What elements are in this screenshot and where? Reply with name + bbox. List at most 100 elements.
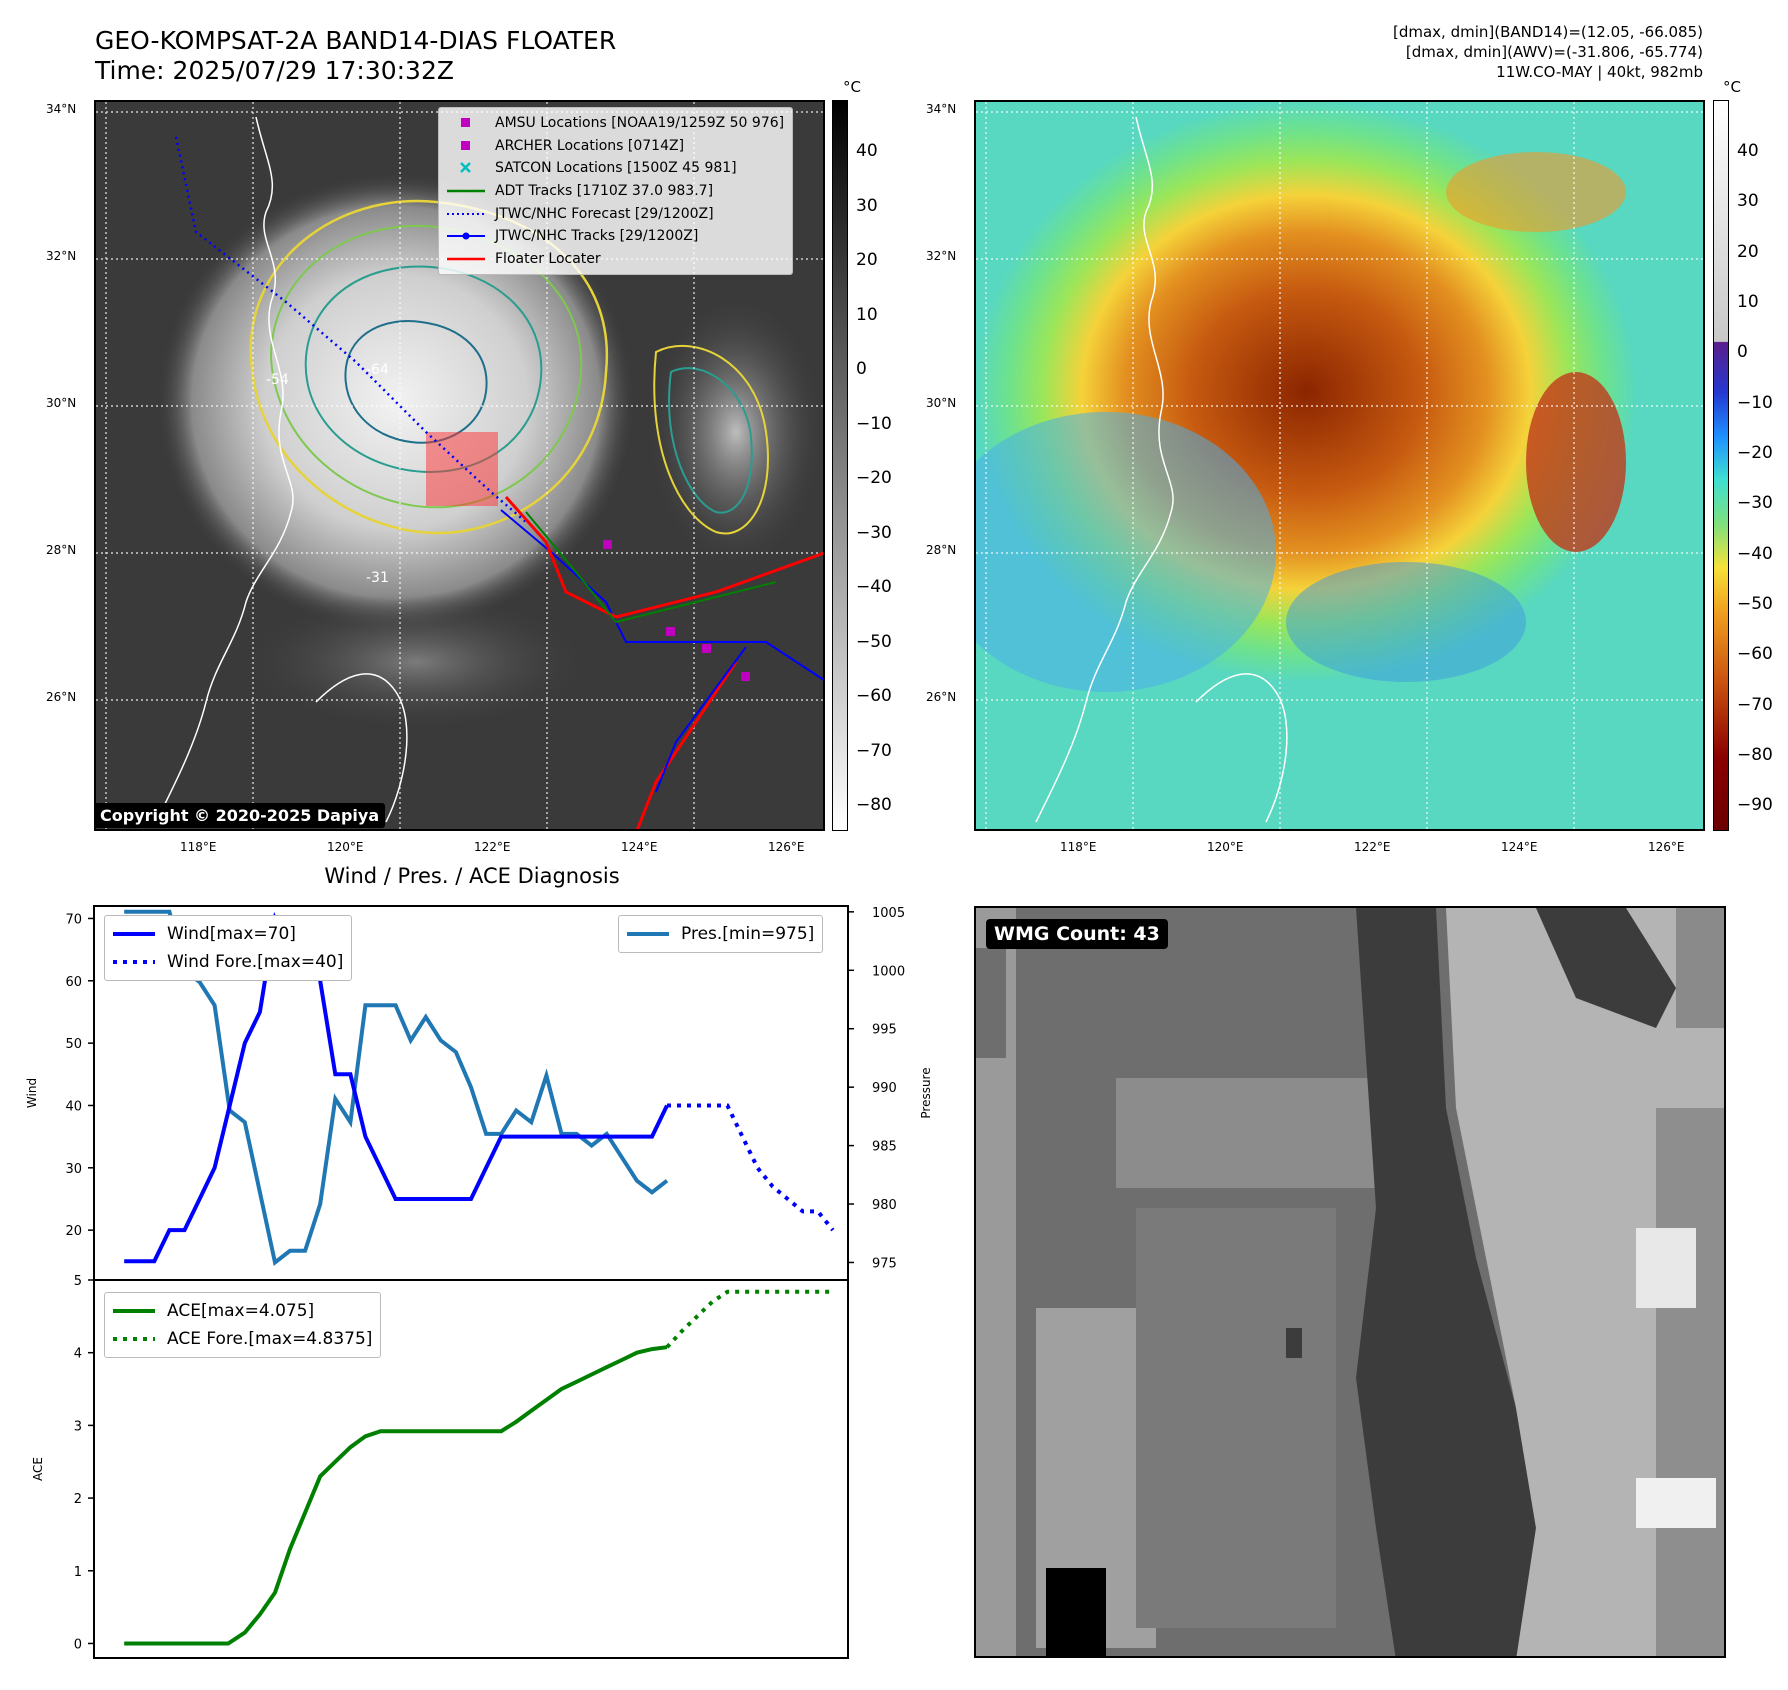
title-line-2: Time: 2025/07/29 17:30:32Z [95, 56, 454, 85]
colorbar-tick-label: 10 [856, 304, 878, 325]
lat-label: 28°N [46, 543, 77, 557]
contour-yellow [249, 199, 609, 535]
stats-line-2: [dmax, dmin](AWV)=(-31.806, -65.774) [1405, 43, 1703, 61]
lat-label: 34°N [926, 102, 957, 116]
colorbar-tick-label: −30 [856, 522, 892, 543]
contour-label-2: -54 [266, 372, 289, 388]
map-legend-label: Floater Locater [495, 250, 601, 267]
colorbar-tick-label: 10 [1737, 292, 1759, 313]
jtwc-forecast-track [174, 136, 527, 523]
colorbar-tick-label: 30 [1737, 191, 1759, 212]
ace-axes [93, 1279, 849, 1659]
colorbar-tick-label: −70 [856, 740, 892, 761]
north-band [1446, 152, 1626, 232]
ace-tick-label: 3 [74, 1419, 82, 1434]
contour-label-1: -64 [366, 362, 389, 378]
map-legend-label: JTWC/NHC Forecast [29/1200Z] [495, 205, 714, 222]
colorbar-tick-label: −30 [1737, 493, 1773, 514]
colorbar-tick-label: −70 [1737, 694, 1773, 715]
lon-label: 122°E [1354, 840, 1391, 854]
legend-marker-icon [447, 185, 485, 197]
wind-axis-label: Wind [25, 1078, 39, 1108]
cdo-cloud [156, 172, 636, 632]
map-legend-entry: ARCHER Locations [0714Z] [447, 135, 784, 158]
stats-line-1: [dmax, dmin](BAND14)=(12.05, -66.085) [1392, 23, 1703, 41]
colorbar-tick-label: −80 [1737, 745, 1773, 766]
wv-satellite-map [974, 100, 1705, 831]
colorbar-tick-label: −50 [856, 631, 892, 652]
contour-east-teal [668, 367, 753, 514]
lon-label: 120°E [327, 840, 364, 854]
ace-tick-label: 2 [74, 1492, 82, 1507]
legend-ace-forecast: ACE Fore.[max=4.8375] [113, 1329, 373, 1349]
lat-label: 32°N [46, 249, 77, 263]
wind-tick-label: 70 [65, 912, 82, 927]
wmg-imagery [976, 908, 1724, 1656]
ace-axis-label: ACE [31, 1457, 45, 1481]
amsu-marker [603, 540, 612, 549]
lat-label: 28°N [926, 543, 957, 557]
floater-locater-south [635, 661, 738, 829]
colorbar-tick-label: −80 [856, 795, 892, 816]
pressure-tick-label: 980 [872, 1198, 897, 1213]
contour-label-3: -31 [366, 570, 389, 586]
wind-tick-label: 40 [65, 1099, 82, 1114]
colorbar-tick-label: −60 [1737, 644, 1773, 665]
legend-marker-icon [447, 162, 485, 174]
colorbar-tick-label: −10 [1737, 392, 1773, 413]
map-legend: AMSU Locations [NOAA19/1259Z 50 976] ARCH… [438, 107, 794, 276]
pressure-legend: Pres.[min=975] [618, 915, 824, 953]
contour-green [269, 224, 583, 509]
pressure-axis-label: Pressure [919, 1067, 933, 1118]
legend-wind-forecast: Wind Fore.[max=40] [113, 952, 344, 972]
wmg-panel [974, 906, 1726, 1658]
map-legend-label: ARCHER Locations [0714Z] [495, 137, 685, 154]
pressure-tick-label: 1005 [872, 906, 905, 921]
colorbar-tick-label: 0 [1737, 342, 1748, 363]
wind-legend: Wind[max=70] Wind Fore.[max=40] [104, 915, 353, 981]
figure-title: GEO-KOMPSAT-2A BAND14-DIAS FLOATER Time:… [95, 26, 616, 86]
jtwc-track-south [655, 646, 747, 793]
map-legend-entry: JTWC/NHC Forecast [29/1200Z] [447, 202, 784, 225]
colorbar-tick-label: −90 [1737, 795, 1773, 816]
legend-pressure: Pres.[min=975] [627, 924, 815, 944]
colorbar-tick-label: −60 [856, 686, 892, 707]
ir-colorbar-unit: °C [843, 78, 861, 96]
map-legend-entry: Floater Locater [447, 248, 784, 271]
grid-lines [976, 102, 1703, 829]
colorbar-tick-label: −20 [1737, 443, 1773, 464]
legend-ace: ACE[max=4.075] [113, 1301, 315, 1321]
legend-marker-icon [447, 253, 485, 265]
contour-east-yellow [653, 344, 769, 535]
contour-blue [344, 320, 488, 444]
pressure-series-line [124, 909, 669, 1267]
pressure-tick-label: 990 [872, 1081, 897, 1096]
lat-label: 32°N [926, 249, 957, 263]
legend-marker-icon [447, 117, 485, 129]
lat-label: 34°N [46, 102, 77, 116]
lon-label: 118°E [180, 840, 217, 854]
lon-label: 124°E [621, 840, 658, 854]
ace-tick-label: 5 [74, 1274, 82, 1289]
colorbar-tick-label: −40 [856, 577, 892, 598]
colorbar-tick-label: 0 [856, 359, 867, 380]
wind-tick-label: 30 [65, 1162, 82, 1177]
wind-forecast-series-line [667, 1103, 835, 1232]
lat-label: 26°N [926, 690, 957, 704]
lon-label: 120°E [1207, 840, 1244, 854]
low-cloud [236, 592, 596, 732]
ir-colorbar [832, 100, 848, 831]
ace-legend: ACE[max=4.075] ACE Fore.[max=4.8375] [104, 1292, 382, 1358]
map-legend-label: JTWC/NHC Tracks [29/1200Z] [495, 228, 699, 245]
outer-band-cloud [646, 292, 823, 572]
lon-label: 118°E [1060, 840, 1097, 854]
stats-line-3: 11W.CO-MAY | 40kt, 982mb [1496, 63, 1703, 81]
adt-track [525, 511, 777, 624]
archer-marker [666, 627, 675, 636]
wind-tick-label: 60 [65, 975, 82, 990]
ace-series-line [124, 1345, 668, 1646]
ir-map-imagery: -64 -54 -31 [96, 102, 823, 829]
floater-locater-track [504, 496, 823, 619]
archer-marker [702, 644, 711, 653]
legend-marker-icon [447, 208, 485, 220]
